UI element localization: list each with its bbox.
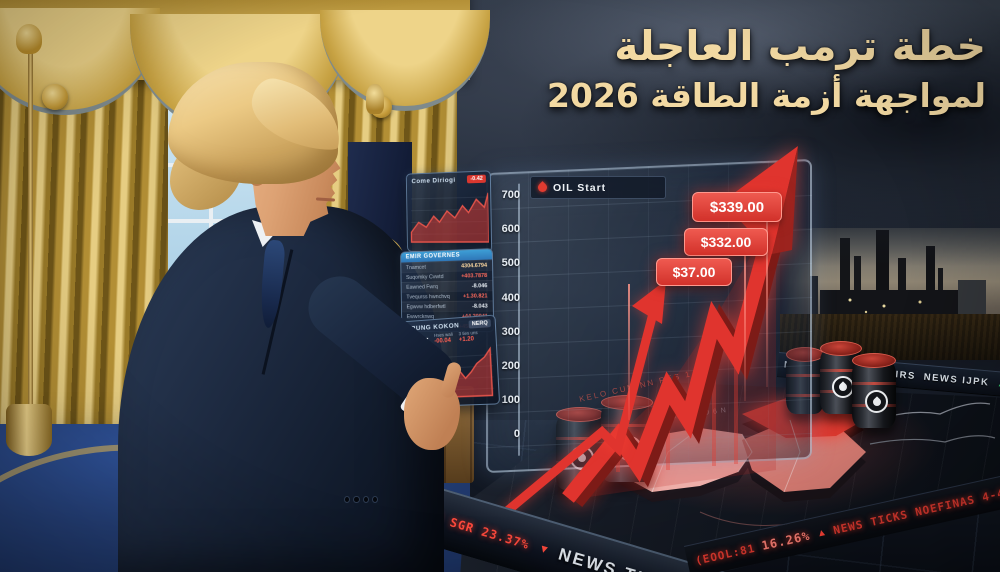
ticker-percent: 16.26% [760, 528, 812, 553]
table-row-label: Tnamcet [405, 264, 426, 271]
table-panel-header: EMIR GOVERNES [405, 252, 461, 261]
tablet-delta-value: -00.04 [434, 337, 452, 345]
tablet-delta-value: +1.20 [458, 336, 475, 344]
mini-panel-badge: -0.42 [467, 174, 486, 184]
flag-finial [16, 24, 42, 54]
headline-line1: خطة ترمب العاجلة [614, 22, 987, 70]
headline-line2: لمواجهة أزمة الطاقة 2026 [546, 76, 986, 115]
price-tag: $37.00 [656, 258, 732, 286]
mini-area-chart [407, 185, 489, 244]
table-row-label: Eawned Fwrq [406, 283, 438, 291]
table-row-value: +1.30.821 [462, 292, 488, 300]
table-row-label: Tvequrss hwnchvq [406, 293, 450, 301]
ticker-led-text: (EOOL:81 [694, 541, 757, 568]
oil-chart-title: OIL Start [553, 181, 607, 194]
oil-drop-icon [536, 181, 549, 194]
curtain-rosette [42, 84, 68, 110]
y-axis-tick: 0 [513, 428, 520, 440]
table-row-label: Egwvw hdberfwtl [406, 303, 446, 310]
up-triangle-icon: ▲ [815, 526, 828, 540]
us-flagpole [28, 26, 33, 406]
flag-stand-base [6, 404, 52, 456]
table-row-value: -8.043 [472, 303, 488, 310]
table-row-value: +403.7878 [461, 272, 488, 280]
tablet-panel-badge: NERQ [468, 318, 491, 329]
y-axis-tick: 600 [501, 223, 520, 235]
y-axis-tick: 700 [501, 189, 520, 201]
tag-stem [744, 253, 746, 401]
mini-chart-panel: Come Diriogi -0.42 [405, 170, 493, 253]
shelf-ticker-text2: NEWS IJPK [923, 371, 990, 389]
oil-barrel [852, 353, 896, 428]
oil-drop-icon [837, 381, 849, 393]
down-triangle-icon: ▼ [537, 542, 551, 558]
price-tag: $339.00 [692, 192, 782, 222]
price-tag: $332.00 [684, 228, 768, 256]
table-row-value: -8.046 [471, 282, 488, 290]
y-axis-tick: 400 [501, 292, 520, 304]
oil-chart-header: OIL Start [530, 176, 666, 199]
headline: خطة ترمب العاجلة لمواجهة أزمة الطاقة 202… [411, 22, 987, 115]
tag-stem [628, 284, 630, 420]
y-axis-tick: 500 [501, 257, 520, 269]
presidential-flag-finial [366, 84, 384, 114]
table-row-label: Suqomky Cvwtd [406, 273, 444, 281]
table-row-value: 4304.6794 [461, 262, 488, 270]
barrel-drop-badge [865, 390, 888, 413]
barrel-drop-badge [832, 376, 854, 398]
mini-panel-title: Come Diriogi [411, 176, 456, 185]
oil-drop-icon [870, 395, 883, 408]
sleeve-buttons [344, 496, 378, 504]
